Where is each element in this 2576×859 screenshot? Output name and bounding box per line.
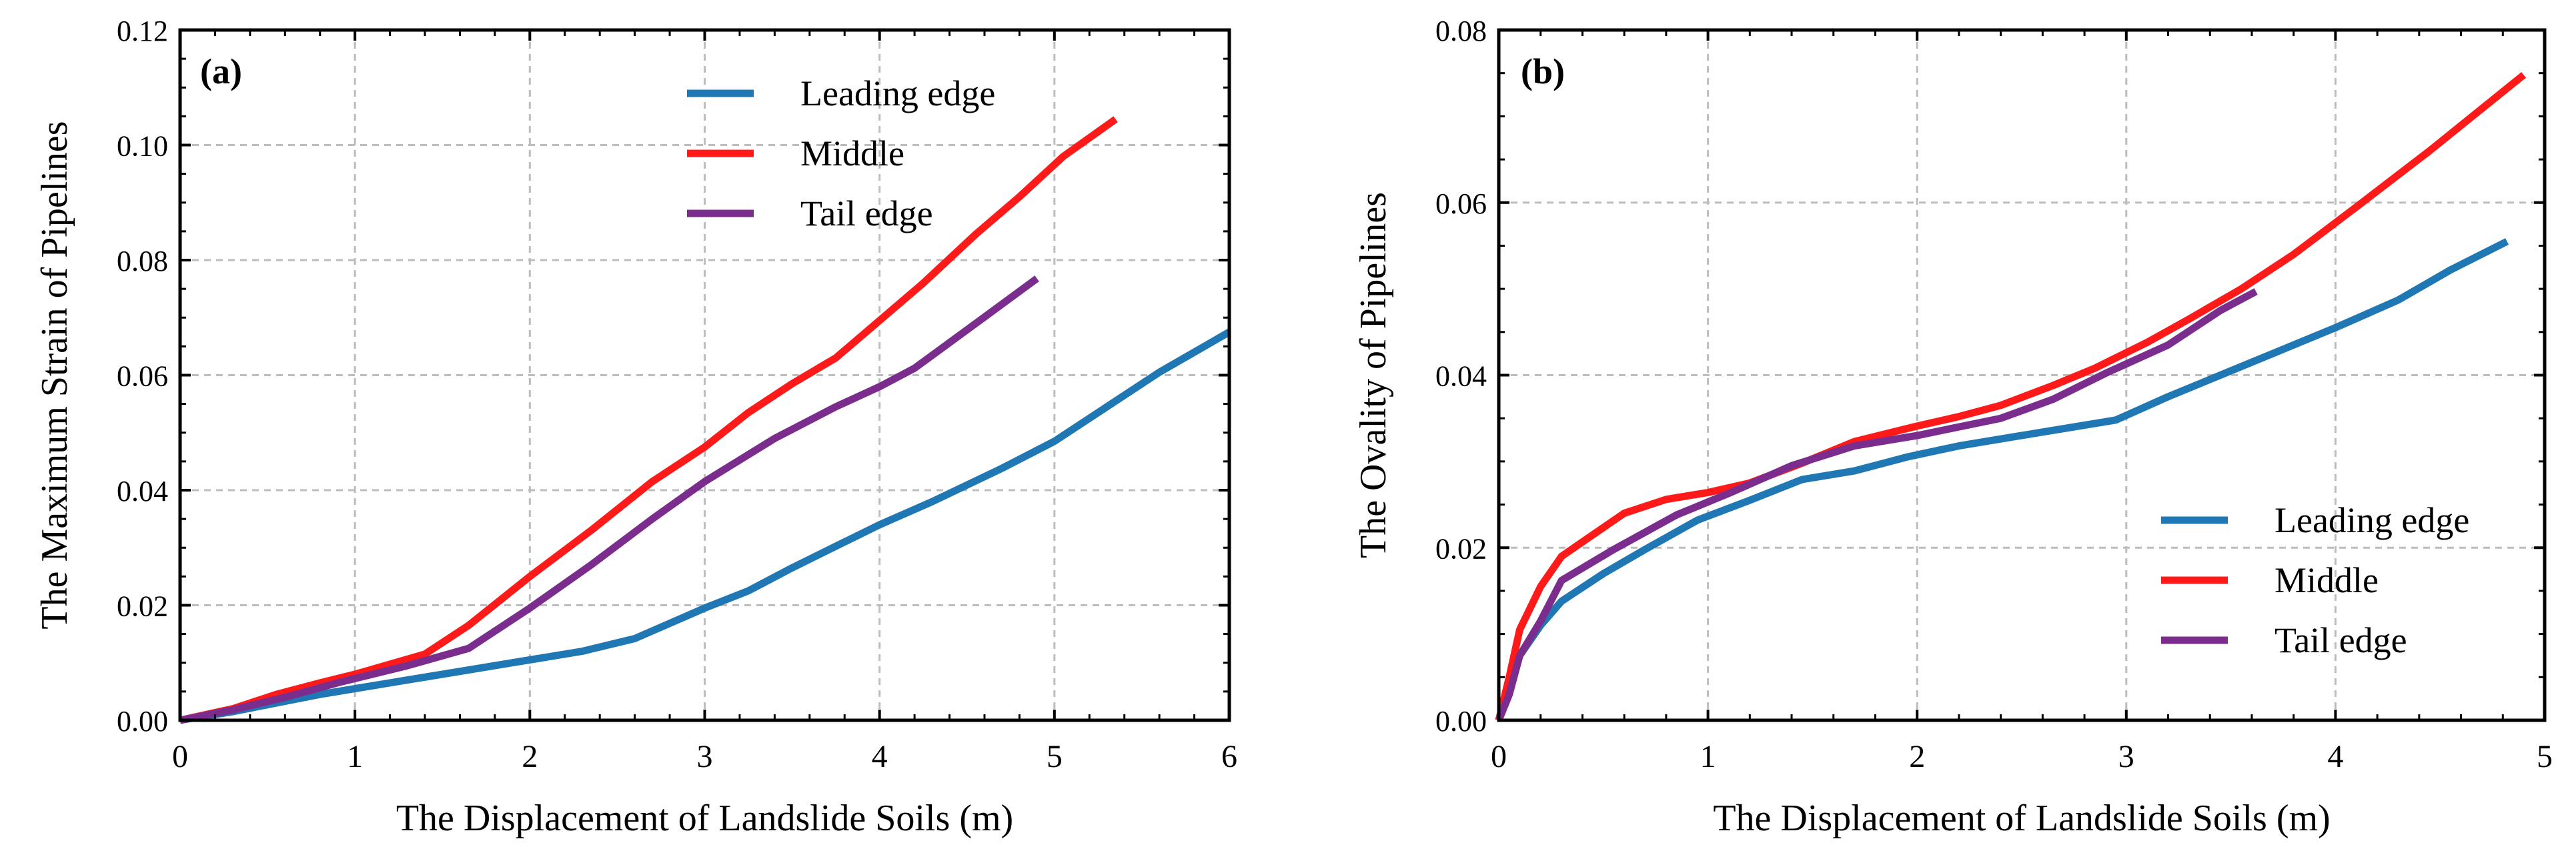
y-tick-label: 0.02 xyxy=(117,590,168,623)
y-axis-title: The Maximum Strain of Pipelines xyxy=(34,121,75,629)
x-tick-label: 0 xyxy=(172,739,188,774)
y-axis-title: The Ovality of Pipelines xyxy=(1353,192,1394,558)
x-tick-label: 1 xyxy=(347,739,363,774)
x-tick-label: 3 xyxy=(2118,739,2134,774)
y-tick-label: 0.02 xyxy=(1435,532,1487,565)
panel-label: (b) xyxy=(1521,51,1565,91)
legend-label: Leading edge xyxy=(800,73,995,113)
legend-label: Middle xyxy=(800,133,904,173)
series-line-middle xyxy=(179,116,1118,724)
x-tick-label: 6 xyxy=(1221,739,1237,774)
y-tick-label: 0.08 xyxy=(117,245,168,277)
x-tick-label: 4 xyxy=(872,739,888,774)
panel-b: 0 1 2 3 4 5 0.00 0.02 0.04 0.06 0.08 The Displaceme… xyxy=(1353,15,2553,839)
y-tick-label: 0.04 xyxy=(117,475,168,508)
series-line-middle xyxy=(1495,72,2527,722)
y-tick-label: 0.08 xyxy=(1435,15,1487,47)
panel-a: 0 1 2 3 4 5 6 0.00 0.02 0.04 0.06 0.08 0.10 0.12 The D… xyxy=(34,15,1237,839)
y-tick-label: 0.04 xyxy=(1435,360,1487,393)
legend-label: Tail edge xyxy=(800,193,933,233)
legend-label: Middle xyxy=(2275,560,2379,600)
x-tick-label: 4 xyxy=(2327,739,2343,774)
series-line-tail-edge xyxy=(1495,288,2258,722)
legend: Leading edge Middle Tail edge xyxy=(687,73,995,233)
panel-label: (a) xyxy=(200,51,242,91)
series-line-leading-edge xyxy=(179,329,1231,724)
x-tick-label: 5 xyxy=(1047,739,1063,774)
x-tick-label: 0 xyxy=(1491,739,1507,774)
y-tick-label: 0.00 xyxy=(1435,705,1487,738)
x-tick-label: 1 xyxy=(1700,739,1716,774)
y-tick-label: 0.06 xyxy=(117,360,168,393)
series-line-tail-edge xyxy=(179,275,1039,724)
legend-label: Leading edge xyxy=(2275,500,2469,540)
x-tick-label: 3 xyxy=(697,739,713,774)
y-tick-label: 0.06 xyxy=(1435,187,1487,220)
x-tick-label: 2 xyxy=(522,739,538,774)
y-tick-label: 0.00 xyxy=(117,705,168,738)
legend-label: Tail edge xyxy=(2275,620,2407,660)
y-tick-label: 0.12 xyxy=(117,15,168,47)
x-axis-title: The Displacement of Landslide Soils (m) xyxy=(396,798,1013,839)
series-line-leading-edge xyxy=(1495,238,2509,722)
x-tick-label: 2 xyxy=(1909,739,1925,774)
x-tick-label: 5 xyxy=(2537,739,2553,774)
legend: Leading edge Middle Tail edge xyxy=(2161,500,2469,660)
y-tick-label: 0.10 xyxy=(117,130,168,163)
x-axis-title: The Displacement of Landslide Soils (m) xyxy=(1713,798,2330,839)
